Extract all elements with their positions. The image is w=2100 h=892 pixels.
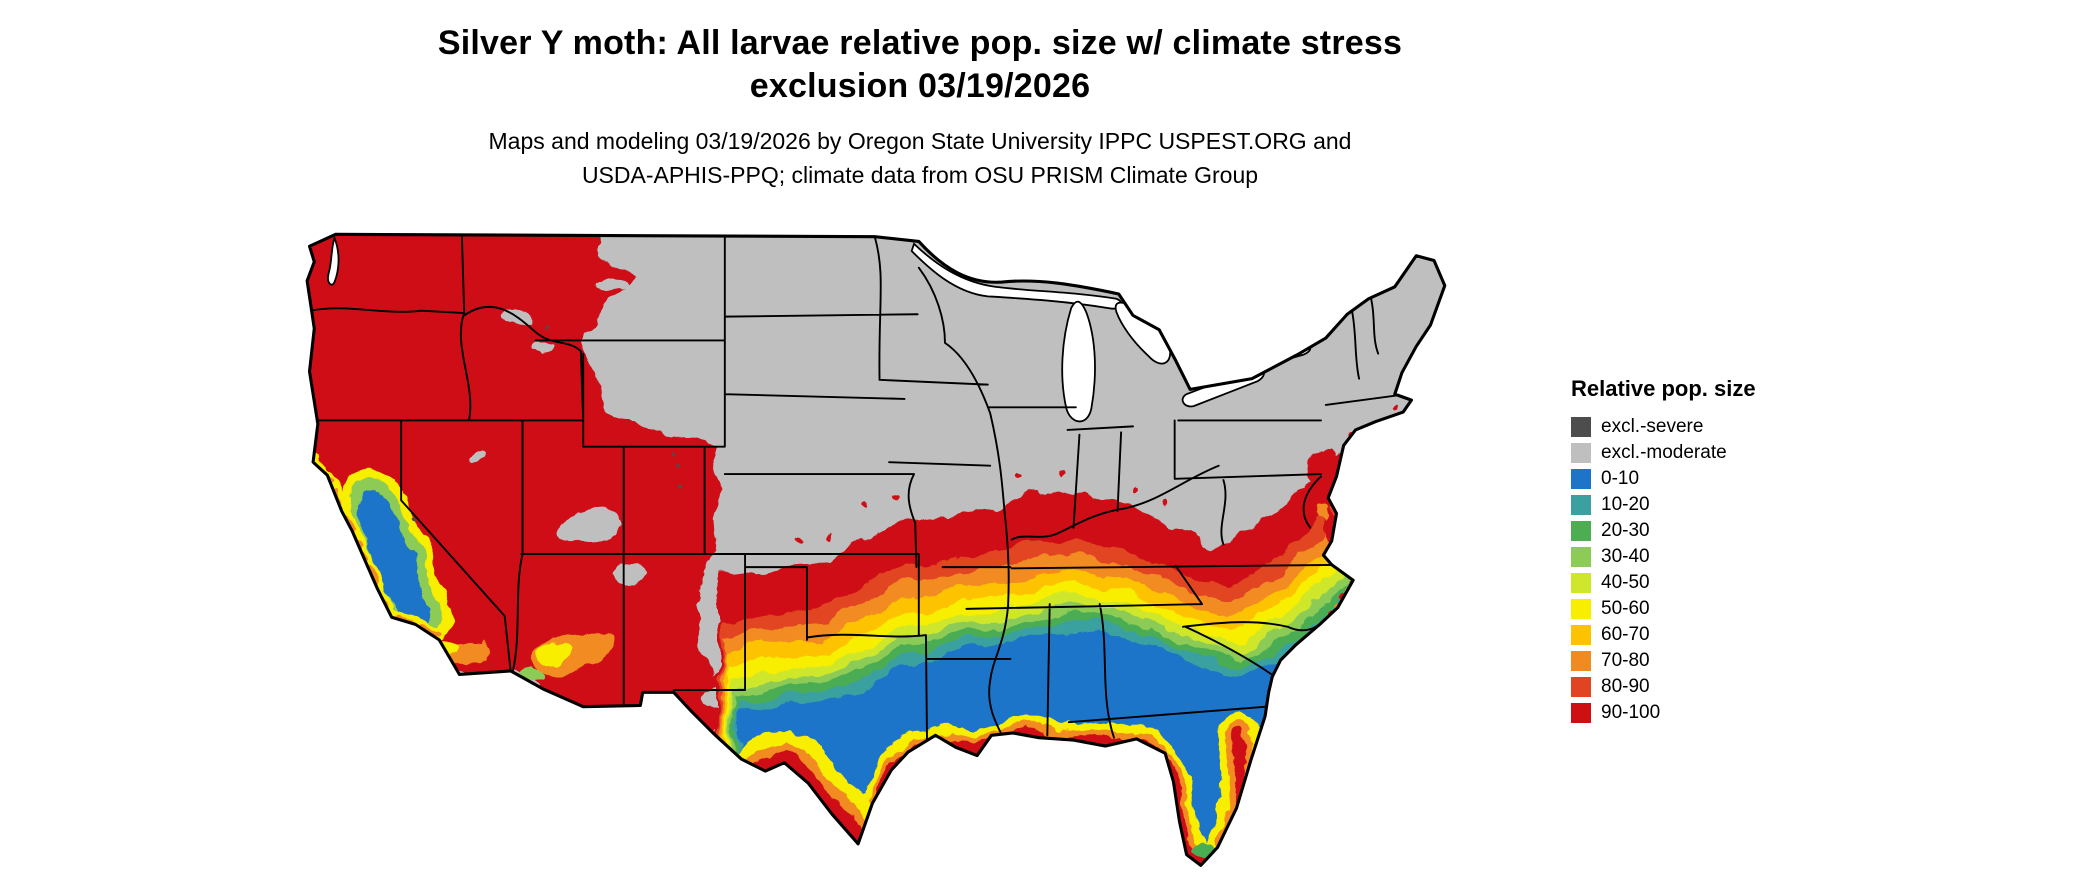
page-subtitle: Maps and modeling 03/19/2026 by Oregon S… [0, 124, 1840, 192]
legend-swatch [1571, 677, 1591, 697]
legend-label: 30-40 [1601, 546, 1650, 567]
legend-swatch [1571, 625, 1591, 645]
legend-item: 70-80 [1571, 648, 1756, 674]
legend-swatch [1571, 417, 1591, 437]
legend-title: Relative pop. size [1571, 376, 1756, 401]
map-header: Silver Y moth: All larvae relative pop. … [0, 22, 1840, 192]
us-map-svg [305, 232, 1447, 867]
legend-swatch [1571, 443, 1591, 463]
us-map-panel [300, 220, 1490, 888]
legend-label: excl.-severe [1601, 416, 1704, 437]
legend-label: 20-30 [1601, 520, 1650, 541]
legend-swatch [1571, 495, 1591, 515]
page-title-line1: Silver Y moth: All larvae relative pop. … [437, 24, 1403, 62]
legend-swatch [1571, 651, 1591, 671]
legend-label: excl.-moderate [1601, 442, 1727, 463]
legend-swatch [1571, 469, 1591, 489]
legend-label: 0-10 [1601, 468, 1640, 489]
legend-item: 40-50 [1571, 570, 1756, 596]
map-speckles-red [796, 469, 1172, 546]
legend-item: 0-10 [1571, 466, 1756, 492]
legend-swatch [1571, 573, 1591, 593]
us-outline [305, 232, 1447, 867]
legend-item: 50-60 [1571, 596, 1756, 622]
lake-michigan [1061, 300, 1096, 423]
legend-label: 40-50 [1601, 572, 1650, 593]
legend-item: 30-40 [1571, 544, 1756, 570]
map-region-appalachian-gray [1192, 491, 1242, 550]
state-boundaries [309, 234, 1408, 753]
map-region-gulf-coast [839, 717, 1223, 866]
legend-item: excl.-severe [1571, 414, 1756, 440]
page-subtitle-line2: USDA-APHIS-PPQ; climate data from OSU PR… [581, 162, 1259, 188]
legend-label: 10-20 [1601, 494, 1650, 515]
legend-swatch [1571, 547, 1591, 567]
legend-item: 60-70 [1571, 622, 1756, 648]
map-region-arizona-desert [515, 629, 613, 685]
legend-label: 70-80 [1601, 650, 1650, 671]
legend-label: 50-60 [1601, 598, 1650, 619]
map-region-excluded-patches [470, 278, 738, 711]
page-subtitle-line1: Maps and modeling 03/19/2026 by Oregon S… [488, 128, 1352, 154]
legend-item: excl.-moderate [1571, 440, 1756, 466]
puget-sound [327, 235, 340, 286]
legend-swatch [1571, 703, 1591, 723]
legend-item: 90-100 [1571, 700, 1756, 726]
legend-label: 80-90 [1601, 676, 1650, 697]
legend-items: excl.-severe excl.-moderate 0-10 10-20 20-30… [1571, 414, 1756, 726]
page-title-line2: exclusion 03/19/2026 [749, 67, 1091, 105]
map-region-excluded-severe [413, 324, 686, 523]
legend-swatch [1571, 599, 1591, 619]
legend-swatch [1571, 521, 1591, 541]
legend-item: 80-90 [1571, 674, 1756, 700]
legend-label: 60-70 [1601, 624, 1650, 645]
legend-label: 90-100 [1601, 702, 1661, 723]
legend-item: 20-30 [1571, 518, 1756, 544]
legend-item: 10-20 [1571, 492, 1756, 518]
legend: Relative pop. size excl.-severe excl.-mod… [1571, 376, 1756, 726]
